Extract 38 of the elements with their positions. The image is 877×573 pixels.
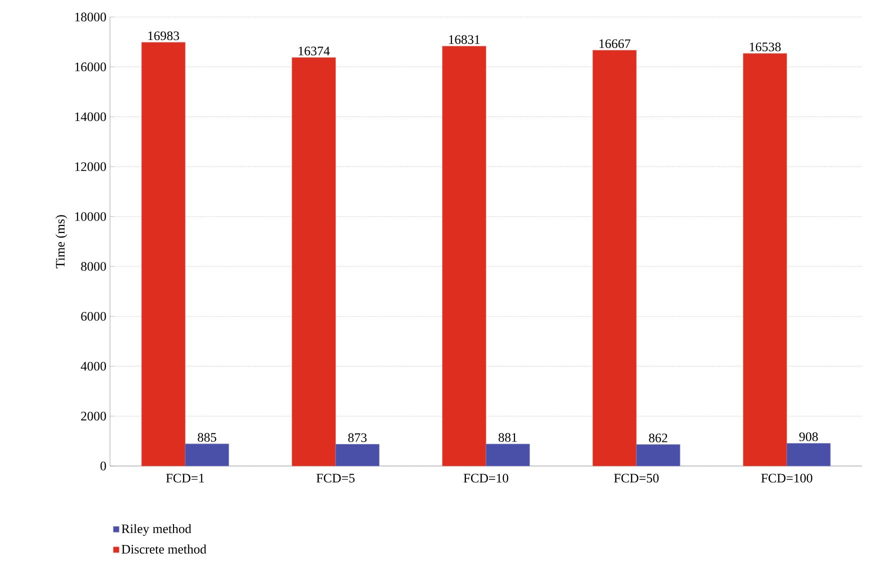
x-tick-label: FCD=10 bbox=[464, 474, 508, 483]
bar bbox=[636, 444, 680, 466]
bar bbox=[335, 444, 380, 466]
legend-label: Riley method bbox=[122, 524, 192, 536]
data-label: 908 bbox=[799, 432, 818, 442]
bar bbox=[742, 53, 788, 466]
x-tick-label: FCD=5 bbox=[316, 474, 355, 482]
legend-label: Discrete method bbox=[122, 544, 206, 554]
y-tick-label: 8000 bbox=[81, 262, 106, 271]
data-label: 16831 bbox=[449, 35, 480, 44]
x-tick-label: FCD=50 bbox=[614, 474, 659, 483]
data-label: 16983 bbox=[148, 31, 180, 40]
bar bbox=[185, 444, 230, 466]
y-tick-label: 16000 bbox=[75, 62, 106, 72]
y-tick-label: 10000 bbox=[75, 212, 106, 221]
data-label: 16374 bbox=[298, 46, 330, 56]
y-tick-label: 2000 bbox=[81, 412, 106, 420]
data-label: 873 bbox=[348, 433, 367, 442]
y-tick-label: 18000 bbox=[75, 12, 106, 22]
bar bbox=[141, 42, 186, 466]
data-label: 16538 bbox=[750, 42, 781, 52]
y-axis-title: Time (ms) bbox=[56, 215, 68, 268]
bar bbox=[442, 46, 486, 466]
bar bbox=[486, 444, 530, 466]
y-tick-label: 14000 bbox=[75, 112, 106, 122]
bar bbox=[786, 443, 831, 466]
bar bbox=[592, 50, 637, 466]
y-tick-label: 12000 bbox=[75, 162, 106, 172]
x-tick-label: FCD=100 bbox=[761, 474, 812, 483]
bar bbox=[292, 57, 336, 466]
data-label: 862 bbox=[649, 434, 668, 442]
x-tick-label: FCD=1 bbox=[166, 474, 204, 482]
y-tick-label: 0 bbox=[100, 462, 106, 470]
data-label: 16667 bbox=[600, 39, 630, 48]
y-tick-label: 6000 bbox=[81, 312, 106, 321]
y-tick-label: 4000 bbox=[80, 362, 106, 371]
data-label: 885 bbox=[198, 432, 216, 442]
data-label: 881 bbox=[498, 433, 517, 442]
